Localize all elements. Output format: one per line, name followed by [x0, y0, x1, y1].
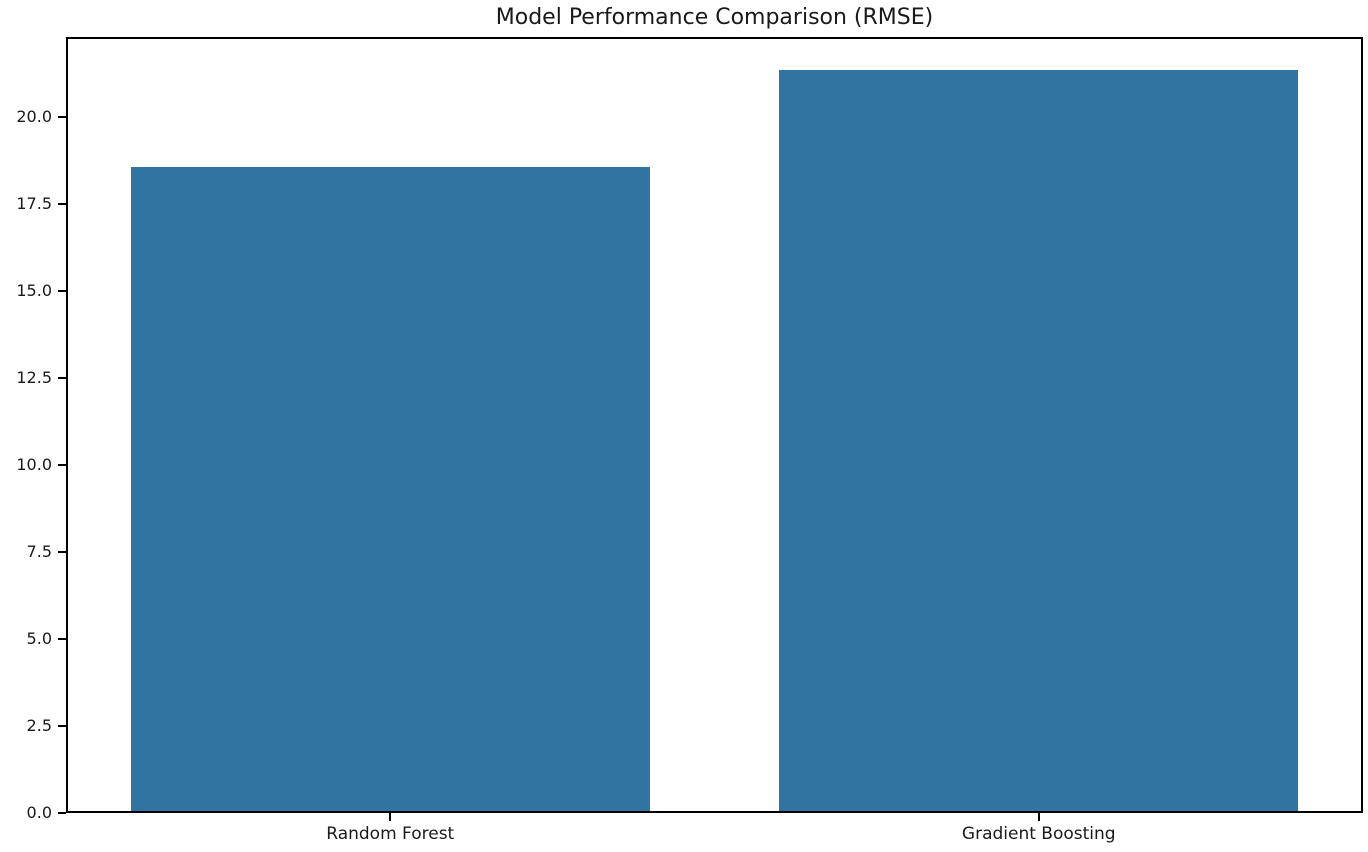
y-tick-label-12-5: 12.5	[16, 368, 52, 388]
y-tick-mark-10	[58, 464, 66, 467]
y-tick-label-10: 10.0	[16, 455, 52, 475]
y-tick-mark-20	[58, 116, 66, 119]
y-tick-label-5: 5.0	[26, 629, 52, 648]
y-tick-mark-7-5	[58, 551, 66, 553]
y-tick-mark-15	[58, 290, 66, 293]
x-tick-label-random-forest: Random Forest	[326, 824, 455, 844]
bar-gradient-boosting	[779, 69, 1299, 811]
y-tick-label-20: 20.0	[16, 107, 52, 127]
y-tick-mark-12-5	[58, 377, 66, 380]
y-tick-mark-17-5	[58, 203, 66, 206]
plot-area	[66, 37, 1363, 813]
y-tick-label-7-5: 7.5	[26, 542, 52, 561]
bar-random-forest	[130, 167, 650, 811]
y-tick-mark-0	[58, 812, 66, 814]
y-tick-label-2-5: 2.5	[26, 716, 52, 735]
y-tick-mark-5	[58, 638, 66, 640]
y-tick-label-0: 0.0	[26, 803, 52, 822]
chart-title: Model Performance Comparison (RMSE)	[495, 5, 934, 30]
y-tick-label-15: 15.0	[16, 281, 52, 301]
y-tick-mark-2-5	[58, 725, 66, 727]
x-tick-label-gradient-boosting: Gradient Boosting	[961, 824, 1116, 844]
x-tick-mark-random-forest	[389, 813, 392, 821]
y-tick-label-17-5: 17.5	[16, 194, 52, 214]
x-tick-mark-gradient-boosting	[1037, 813, 1040, 821]
